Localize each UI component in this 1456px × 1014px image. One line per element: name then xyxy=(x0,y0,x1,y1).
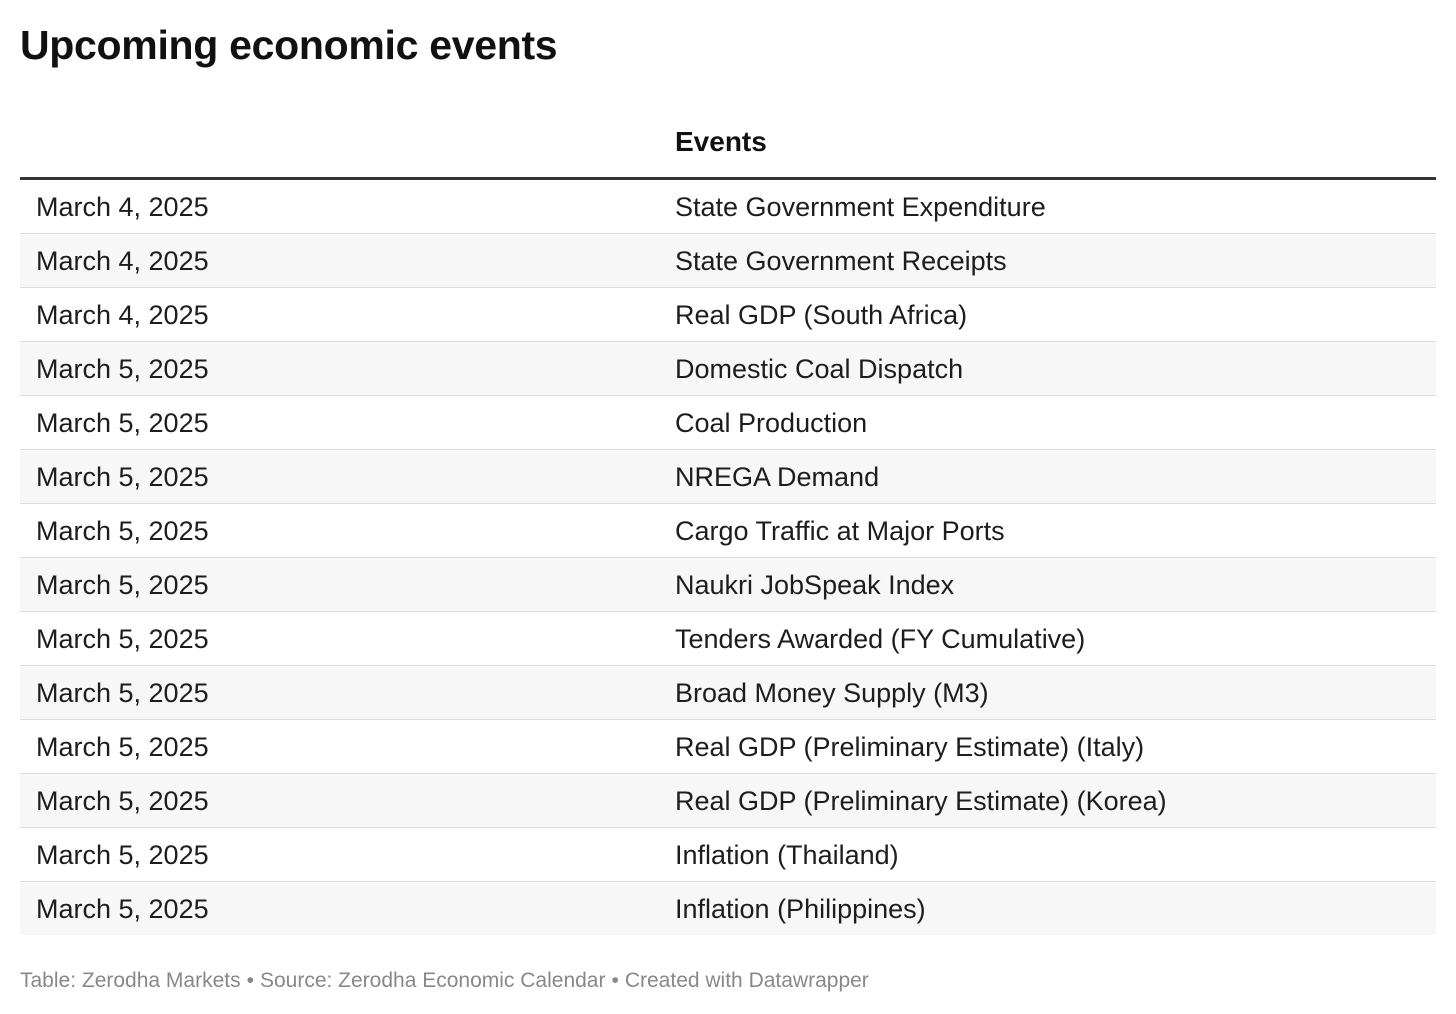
event-name-cell: State Government Receipts xyxy=(675,246,1007,276)
event-name-cell: Naukri JobSpeak Index xyxy=(675,570,955,600)
table-row: March 5, 2025 Inflation (Thailand) xyxy=(20,828,1436,882)
table-row: March 5, 2025 Real GDP (Preliminary Estim… xyxy=(20,720,1436,774)
table-row: March 5, 2025 Tenders Awarded (FY Cumulat… xyxy=(20,612,1436,666)
table-body: March 4, 2025 State Government Expenditur… xyxy=(20,180,1436,935)
event-date-cell: March 4, 2025 xyxy=(36,246,209,276)
event-name-cell: Inflation (Philippines) xyxy=(675,894,926,924)
table-row: March 4, 2025 Real GDP (South Africa) xyxy=(20,288,1436,342)
table-row: March 4, 2025 State Government Expenditur… xyxy=(20,180,1436,234)
table-header: Events xyxy=(20,110,1436,180)
event-date-cell: March 5, 2025 xyxy=(36,786,209,816)
footer-source: Source: Zerodha Economic Calendar xyxy=(259,969,606,992)
event-date-cell: March 5, 2025 xyxy=(36,462,209,492)
event-name-cell: Cargo Traffic at Major Ports xyxy=(675,516,1005,546)
page-title: Upcoming economic events xyxy=(20,22,558,68)
event-date-cell: March 5, 2025 xyxy=(36,678,209,708)
event-name-cell: NREGA Demand xyxy=(675,462,880,492)
table-row: March 5, 2025 Inflation (Philippines) xyxy=(20,882,1436,935)
event-name-cell: Real GDP (South Africa) xyxy=(675,300,968,330)
table-row: March 5, 2025 Naukri JobSpeak Index xyxy=(20,558,1436,612)
event-date-cell: March 5, 2025 xyxy=(36,570,209,600)
event-date-cell: March 5, 2025 xyxy=(36,516,209,546)
footer-separator: • xyxy=(611,969,619,992)
event-name-cell: Domestic Coal Dispatch xyxy=(675,354,964,384)
table-row: March 5, 2025 Real GDP (Preliminary Estim… xyxy=(20,774,1436,828)
footer-table-credit: Table: Zerodha Markets xyxy=(20,969,241,992)
event-name-cell: Real GDP (Preliminary Estimate) (Korea) xyxy=(675,786,1167,816)
event-date-cell: March 5, 2025 xyxy=(36,624,209,654)
event-name-cell: Inflation (Thailand) xyxy=(675,840,899,870)
event-name-cell: Broad Money Supply (M3) xyxy=(675,678,989,708)
event-name-cell: Real GDP (Preliminary Estimate) (Italy) xyxy=(675,732,1145,762)
event-date-cell: March 5, 2025 xyxy=(36,408,209,438)
event-name-cell: State Government Expenditure xyxy=(675,192,1046,222)
event-date-cell: March 5, 2025 xyxy=(36,894,209,924)
footer-separator: • xyxy=(246,969,254,992)
table-row: March 4, 2025 State Government Receipts xyxy=(20,234,1436,288)
table-row: March 5, 2025 Coal Production xyxy=(20,396,1436,450)
event-name-cell: Tenders Awarded (FY Cumulative) xyxy=(675,624,1086,654)
event-date-cell: March 5, 2025 xyxy=(36,840,209,870)
table-row: March 5, 2025 Cargo Traffic at Major Port… xyxy=(20,504,1436,558)
event-date-cell: March 5, 2025 xyxy=(36,354,209,384)
column-header-events: Events xyxy=(675,126,767,157)
table-row: March 5, 2025 NREGA Demand xyxy=(20,450,1436,504)
event-date-cell: March 4, 2025 xyxy=(36,192,209,222)
footer-created-with: Created with Datawrapper xyxy=(624,969,869,992)
events-table: Events March 4, 2025 State Government Exp… xyxy=(20,110,1436,935)
table-row: March 5, 2025 Domestic Coal Dispatch xyxy=(20,342,1436,396)
event-date-cell: March 4, 2025 xyxy=(36,300,209,330)
table-row: March 5, 2025 Broad Money Supply (M3) xyxy=(20,666,1436,720)
event-date-cell: March 5, 2025 xyxy=(36,732,209,762)
footer-credits: Table: Zerodha Markets • Source: Zerodha E… xyxy=(20,967,869,995)
event-name-cell: Coal Production xyxy=(675,408,868,438)
